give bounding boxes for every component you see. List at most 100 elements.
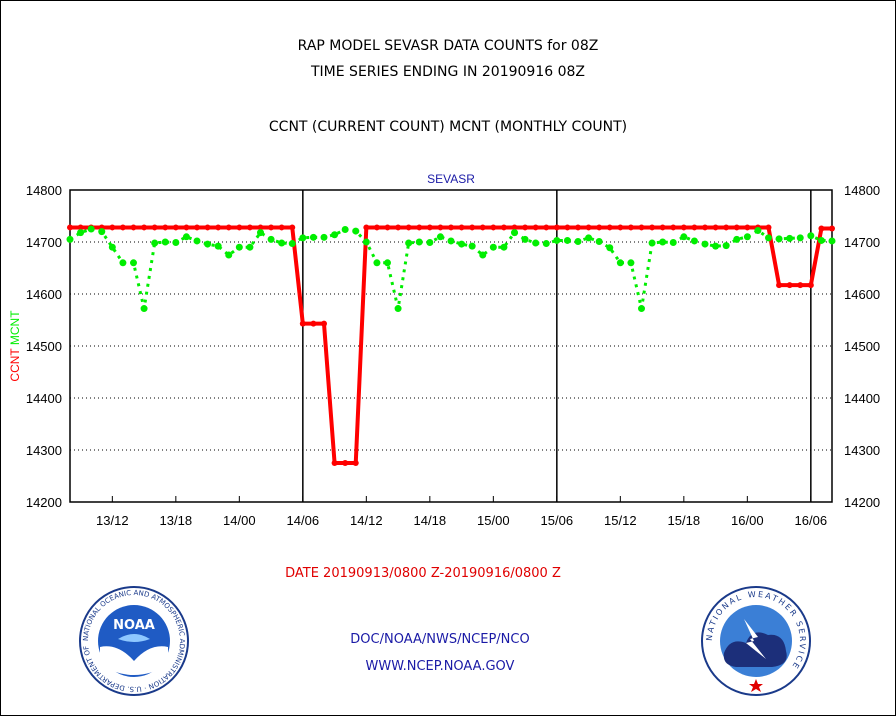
- data-point-ccnt: [384, 224, 391, 231]
- data-point-ccnt: [458, 224, 465, 231]
- data-point-mcnt: [796, 234, 804, 242]
- data-point-mcnt: [98, 228, 106, 236]
- data-point-ccnt: [500, 224, 507, 231]
- data-point-mcnt: [595, 237, 603, 245]
- y-axis-label-ccnt: CCNT: [8, 345, 22, 381]
- x-tick-label: 15/12: [604, 513, 637, 528]
- data-point-mcnt: [775, 235, 783, 243]
- noaa-logo: NATIONAL OCEANIC AND ATMOSPHERIC ADMINIS…: [78, 585, 189, 696]
- y-tick-label-left: 14700: [26, 235, 62, 250]
- data-point-mcnt: [765, 234, 772, 242]
- data-point-ccnt: [162, 224, 169, 231]
- data-point-mcnt: [151, 239, 159, 247]
- y-tick-label-left: 14300: [26, 443, 62, 458]
- data-point-ccnt: [437, 224, 444, 231]
- data-point-ccnt: [299, 320, 306, 327]
- data-point-ccnt: [553, 224, 560, 231]
- data-point-ccnt: [575, 224, 581, 231]
- data-point-ccnt: [776, 282, 783, 289]
- data-point-ccnt: [352, 460, 359, 466]
- data-point-ccnt: [670, 224, 677, 231]
- data-point-mcnt: [532, 239, 540, 247]
- data-point-mcnt: [521, 235, 529, 243]
- data-point-ccnt: [215, 224, 222, 231]
- data-point-ccnt: [691, 224, 698, 231]
- data-point-ccnt: [659, 224, 666, 231]
- data-point-ccnt: [818, 225, 825, 232]
- data-point-mcnt: [299, 234, 307, 242]
- data-point-mcnt: [574, 237, 582, 245]
- x-tick-label: 14/18: [414, 513, 447, 528]
- data-point-ccnt: [564, 224, 571, 231]
- data-point-mcnt: [585, 234, 593, 242]
- data-point-mcnt: [616, 259, 624, 267]
- data-point-mcnt: [331, 231, 339, 239]
- data-point-mcnt: [489, 243, 497, 251]
- data-point-ccnt: [797, 282, 804, 289]
- y-tick-label-left: 14800: [26, 183, 62, 198]
- data-point-ccnt: [638, 224, 645, 231]
- data-point-mcnt: [659, 238, 667, 246]
- chart-title-line-3: CCNT (CURRENT COUNT) MCNT (MONTHLY COUNT…: [268, 119, 628, 135]
- data-point-mcnt: [638, 305, 645, 313]
- data-point-ccnt: [67, 224, 73, 231]
- x-tick-label: 16/06: [795, 513, 828, 528]
- data-point-mcnt: [384, 259, 391, 267]
- data-point-mcnt: [563, 236, 571, 244]
- data-point-ccnt: [204, 224, 211, 231]
- data-point-mcnt: [362, 238, 370, 246]
- y-tick-label-left: 14200: [26, 495, 62, 510]
- plot-title: SEVASR: [427, 172, 475, 186]
- data-point-mcnt: [627, 259, 635, 267]
- data-point-mcnt: [172, 239, 180, 247]
- data-point-ccnt: [723, 224, 730, 231]
- data-point-ccnt: [268, 224, 275, 231]
- data-point-mcnt: [182, 233, 190, 241]
- x-tick-label: 14/06: [287, 513, 320, 528]
- data-point-mcnt: [214, 242, 222, 250]
- data-point-mcnt: [87, 225, 95, 233]
- y-tick-label-left: 14500: [26, 339, 62, 354]
- x-tick-label: 13/12: [96, 513, 129, 528]
- y-tick-label-right: 14700: [844, 235, 880, 250]
- data-point-ccnt: [183, 224, 190, 231]
- data-point-ccnt: [511, 224, 518, 231]
- y-axis-label: CCNT MCNT: [8, 310, 22, 382]
- y-tick-label-left: 14600: [26, 287, 62, 302]
- data-point-mcnt: [553, 236, 561, 244]
- data-point-ccnt: [172, 224, 179, 231]
- data-point-ccnt: [331, 460, 338, 466]
- data-point-mcnt: [511, 229, 518, 237]
- data-point-mcnt: [690, 237, 698, 245]
- data-point-ccnt: [373, 224, 380, 231]
- data-point-ccnt: [585, 224, 592, 231]
- data-point-mcnt: [405, 239, 413, 247]
- data-point-mcnt: [119, 259, 127, 267]
- data-point-mcnt: [458, 240, 466, 248]
- x-tick-label: 13/18: [160, 513, 193, 528]
- y-tick-label-right: 14800: [844, 183, 880, 198]
- data-point-mcnt: [701, 240, 709, 248]
- data-point-ccnt: [448, 224, 454, 231]
- data-point-mcnt: [542, 240, 550, 248]
- data-point-mcnt: [66, 235, 74, 243]
- data-point-mcnt: [669, 239, 677, 247]
- data-point-mcnt: [754, 227, 762, 235]
- data-point-mcnt: [733, 235, 741, 243]
- data-point-mcnt: [817, 236, 825, 244]
- data-point-mcnt: [712, 242, 720, 250]
- data-point-mcnt: [828, 237, 836, 245]
- data-point-mcnt: [394, 305, 402, 313]
- data-point-ccnt: [395, 224, 402, 231]
- x-tick-label: 15/00: [477, 513, 510, 528]
- data-point-ccnt: [702, 224, 708, 231]
- data-point-mcnt: [415, 238, 423, 246]
- data-point-mcnt: [246, 243, 254, 251]
- data-point-ccnt: [416, 224, 423, 231]
- data-point-ccnt: [130, 224, 137, 231]
- y-tick-label-right: 14400: [844, 391, 880, 406]
- data-point-ccnt: [617, 224, 624, 231]
- data-point-ccnt: [469, 224, 476, 231]
- data-point-mcnt: [352, 227, 360, 235]
